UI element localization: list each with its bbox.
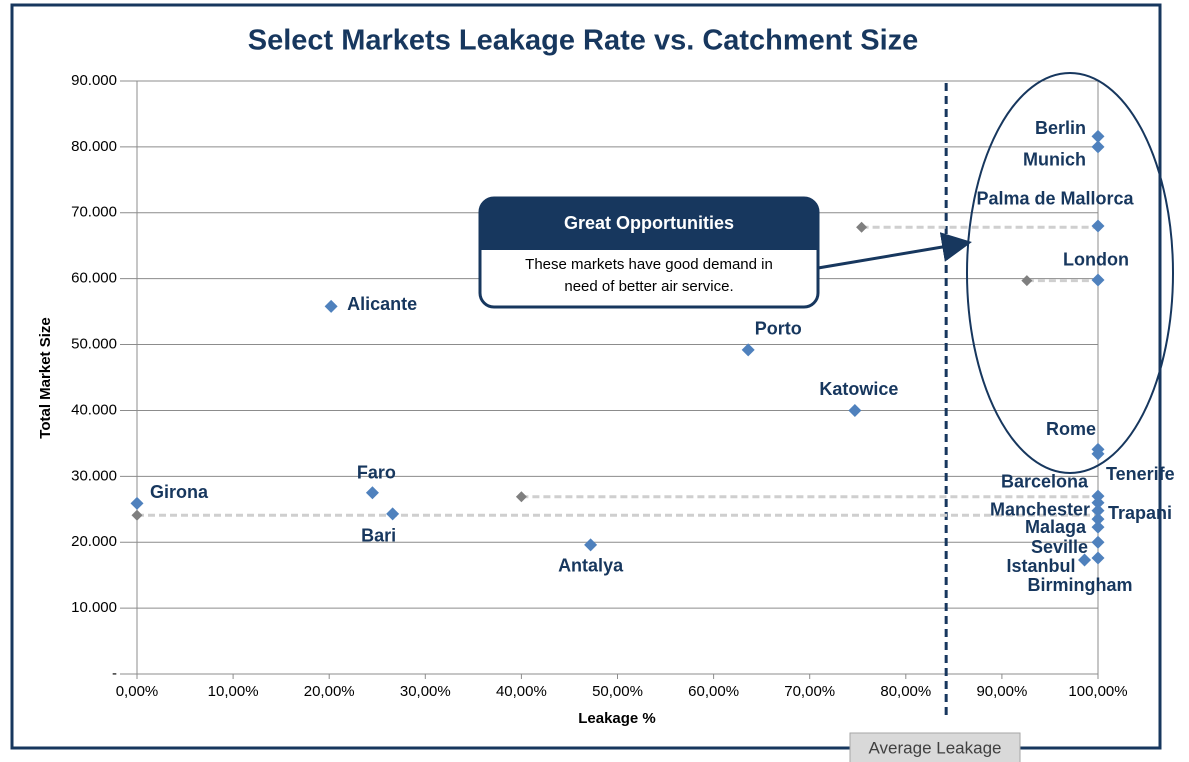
point-label: Birmingham [1027, 575, 1132, 595]
y-tick-label: 90.000 [71, 72, 117, 89]
point [584, 538, 598, 552]
y-tick-label: 40.000 [71, 401, 117, 418]
point-label: Berlin [1035, 118, 1086, 138]
x-tick-label: 0,00% [116, 683, 159, 700]
y-tick-label: 20.000 [71, 533, 117, 550]
frame [10, 3, 1162, 750]
average-label: Average Leakage [869, 738, 1002, 757]
callout-title: Great Opportunities [564, 213, 734, 233]
point-label: Seville [1031, 537, 1088, 557]
callout-text: These markets have good demand in [525, 256, 773, 273]
point [365, 486, 379, 500]
point [1091, 496, 1105, 510]
point [131, 509, 143, 521]
x-tick-label: 50,00% [592, 683, 643, 700]
point-label: Bari [361, 526, 396, 546]
point [848, 403, 862, 417]
y-tick-label: 10.000 [71, 599, 117, 616]
point [1078, 553, 1092, 567]
x-tick-label: 80,00% [880, 683, 931, 700]
point [515, 491, 527, 503]
point [386, 507, 400, 521]
point-label: Porto [755, 319, 802, 339]
x-tick-label: 20,00% [304, 683, 355, 700]
point-label: Antalya [558, 556, 624, 576]
y-tick-label: 50.000 [71, 336, 117, 353]
point [1091, 489, 1105, 503]
highlight-ellipse [966, 72, 1174, 474]
x-tick-label: 90,00% [976, 683, 1027, 700]
x-tick-label: 60,00% [688, 683, 739, 700]
point [1091, 512, 1105, 526]
point [741, 343, 755, 357]
point-label: Girona [150, 482, 209, 502]
point-label: London [1063, 250, 1129, 270]
callout-arrow [817, 232, 972, 270]
point-label: Palma de Mallorca [976, 189, 1134, 209]
y-tick-label: 30.000 [71, 467, 117, 484]
x-tick-label: 30,00% [400, 683, 451, 700]
point [324, 299, 338, 313]
y-tick-label: - [112, 665, 117, 682]
y-tick-label: 70.000 [71, 204, 117, 221]
point [1091, 535, 1105, 549]
point [1091, 520, 1105, 534]
point-label: Istanbul [1007, 556, 1076, 576]
point [130, 496, 144, 510]
y-axis-title: Total Market Size [37, 317, 54, 438]
chart-title: Select Markets Leakage Rate vs. Catchmen… [248, 25, 919, 57]
point [1091, 273, 1105, 287]
callout: Great Opportunities These markets have g… [478, 196, 972, 309]
point-label: Rome [1046, 419, 1096, 439]
x-tick-label: 100,00% [1068, 683, 1127, 700]
point-label: Munich [1023, 150, 1086, 170]
point [856, 221, 868, 233]
y-tick-label: 80.000 [71, 138, 117, 155]
point-label: Barcelona [1001, 471, 1089, 491]
callout-text: need of better air service. [564, 278, 733, 295]
point [1091, 140, 1105, 154]
point [1091, 504, 1105, 518]
point-label: Tenerife [1106, 464, 1175, 484]
point-label: Manchester [990, 499, 1090, 519]
x-axis-title: Leakage % [578, 710, 656, 727]
point [1021, 275, 1033, 287]
point-label: Trapani [1108, 503, 1172, 523]
point-label: Malaga [1025, 517, 1087, 537]
point-label: Katowice [819, 379, 898, 399]
point [1091, 219, 1105, 233]
y-tick-label: 60.000 [71, 270, 117, 287]
x-tick-label: 40,00% [496, 683, 547, 700]
point-label: Alicante [347, 294, 417, 314]
x-tick-label: 70,00% [784, 683, 835, 700]
point [1091, 551, 1105, 565]
average-label-box [849, 732, 1021, 762]
point-label: Faro [357, 463, 396, 483]
point [1091, 129, 1105, 143]
x-tick-label: 10,00% [208, 683, 259, 700]
callout-header [480, 198, 818, 250]
point [1091, 447, 1105, 461]
